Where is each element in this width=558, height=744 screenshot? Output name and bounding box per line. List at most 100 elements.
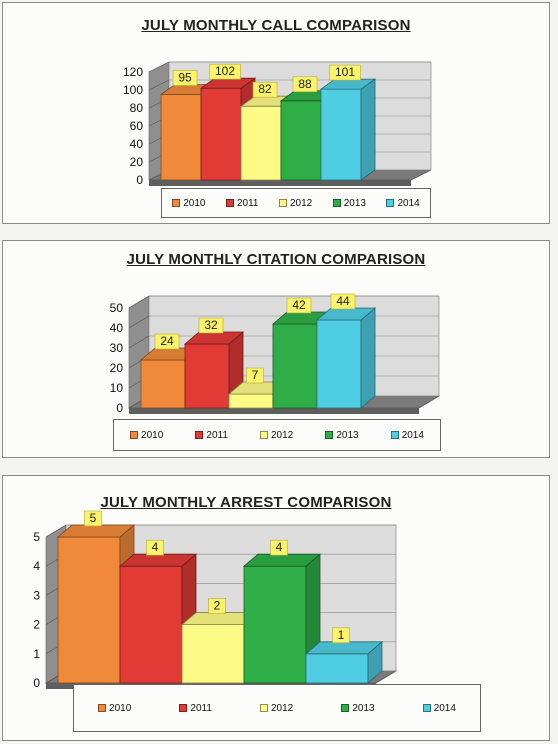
legend-swatch [225,199,234,207]
legend-item-2010: 2010 [172,198,205,209]
data-label: 24 [160,334,174,348]
y-tick-label: 5 [33,530,40,544]
grid-line [128,335,150,349]
legend-label: 2013 [352,702,375,714]
y-tick-label: 20 [130,155,144,169]
bar-2012 [227,381,289,409]
grid-line [128,295,150,309]
data-label: 32 [204,318,218,332]
data-label-box [246,367,264,384]
data-label: 2 [214,599,221,613]
data-label: 101 [335,65,355,79]
data-label: 7 [252,368,259,382]
data-label-box [332,627,350,644]
legend-swatch [260,704,268,712]
data-label: 5 [90,511,97,525]
legend-swatch [278,199,287,207]
legend-label: 2012 [271,429,294,441]
legend-item-2012: 2012 [260,703,293,714]
bar-2014 [315,307,377,409]
data-label-box [209,63,241,80]
chart-legend: 2010 2011 2012 2013 2014 [73,684,481,732]
legend-swatch [386,199,395,207]
call-chart-panel: 0 20 40 60 80 100 120 95 102 82 88 101 JULY MONTHLY… [2,2,550,224]
y-tick-label: 80 [130,101,144,115]
y-tick-label: 0 [33,676,40,690]
y-tick-label: 40 [130,137,144,151]
chart-legend: 2010 2011 2012 2013 2014 [113,419,441,451]
data-label: 88 [298,77,312,91]
legend-label: 2014 [401,429,424,441]
y-tick-label: 0 [136,173,143,187]
y-tick-label: 20 [110,361,124,375]
legend-item-2013: 2013 [332,197,366,209]
data-label-box [286,297,312,314]
legend-swatch [195,431,204,439]
bar-2014 [319,78,377,181]
legend-swatch [332,199,341,207]
legend-item-2014: 2014 [422,702,456,714]
bar-2011 [183,331,245,409]
legend-swatch [422,704,431,712]
data-label-box [208,598,226,614]
legend-swatch [325,431,334,439]
data-label-box [154,333,180,350]
bar-2014 [304,640,384,684]
arrest-chart-plot: 0 1 2 3 4 5 5 4 2 4 1 [33,510,398,690]
legend-item-2014: 2014 [386,197,420,209]
data-label-box [172,70,198,86]
legend-swatch [130,431,139,439]
legend-item-2011: 2011 [225,197,259,209]
data-label-box [292,76,318,93]
grid-line [45,524,67,538]
data-label: 102 [215,64,235,78]
y-tick-label: 120 [123,65,143,79]
legend-swatch [98,704,107,712]
legend-item-2010: 2010 [130,430,163,441]
legend-label: 2011 [190,702,212,714]
data-label: 4 [276,540,283,554]
legend-label: 2013 [343,197,366,209]
legend-item-2010: 2010 [98,703,131,714]
legend-label: 2014 [433,702,456,714]
legend-label: 2013 [336,429,359,441]
legend-item-2012: 2012 [260,430,293,441]
grid-line [128,315,150,329]
legend-label: 2010 [109,702,132,714]
grid-line [148,79,170,91]
legend-label: 2011 [206,429,228,441]
legend-label: 2011 [236,197,259,209]
chart-title: JULY MONTHLY CALL COMPARISON [141,17,411,34]
data-label-box [252,81,278,98]
y-tick-label: 40 [110,321,124,335]
y-tick-label: 10 [110,381,124,395]
data-label: 44 [336,294,350,308]
legend-label: 2010 [183,197,206,209]
legend-item-2013: 2013 [341,702,375,714]
legend-item-2011: 2011 [195,430,228,441]
data-label: 1 [338,628,345,642]
grid-line [148,61,170,73]
legend-item-2011: 2011 [179,703,212,714]
data-label-box [198,317,224,334]
data-label: 42 [292,298,306,312]
y-tick-label: 4 [33,559,40,573]
data-label: 4 [152,540,159,554]
chart-title: JULY MONTHLY ARREST COMPARISON [100,494,392,511]
legend-item-2014: 2014 [390,429,424,441]
data-label-box [84,510,102,527]
data-label: 82 [258,82,272,96]
legend-swatch [341,704,350,712]
y-tick-label: 3 [33,588,40,602]
legend-label: 2014 [397,197,420,209]
call-chart-plot: 0 20 40 60 80 100 120 95 102 82 88 101 [123,61,432,187]
y-tick-label: 0 [116,401,123,415]
y-tick-label: 100 [123,83,143,97]
data-label-box [330,293,356,310]
data-label-box [329,64,361,81]
y-tick-label: 60 [130,119,144,133]
citation-chart-panel: 0 10 20 30 40 50 24 32 7 42 44 JULY MONTHLY CITATI… [2,240,550,458]
y-tick-label: 2 [33,618,40,632]
legend-swatch [179,704,188,712]
y-tick-label: 50 [110,301,124,315]
